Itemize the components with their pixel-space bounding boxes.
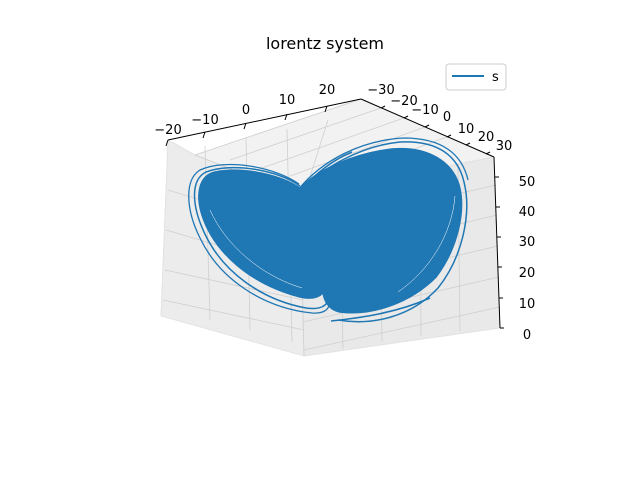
gridline [303, 306, 501, 351]
gridline [164, 269, 304, 301]
series-s [188, 137, 469, 323]
loop-left-outer-1 [193, 166, 329, 310]
tail [330, 297, 431, 322]
z-tick-label: 10 [519, 297, 536, 312]
x-tick-label: 20 [319, 83, 336, 98]
transition-arc [299, 151, 353, 191]
y-tick-label: 0 [443, 110, 451, 125]
x-tick-labels: −20 −10 0 10 20 [154, 83, 335, 138]
tick-mark [284, 113, 288, 121]
y-tick-label: 20 [478, 130, 495, 145]
x-tick-label: 0 [242, 103, 250, 118]
z-tick-label: 0 [523, 328, 531, 343]
y-tick-label: 10 [458, 122, 475, 137]
z-tick-labels: 0 10 20 30 40 50 [519, 175, 536, 343]
z-tick-label: 40 [519, 205, 536, 220]
z-tick-label: 30 [519, 235, 536, 250]
tick-mark [424, 124, 430, 128]
loop-right-outer-2 [297, 137, 469, 191]
chart-title: lorentz system [266, 34, 384, 53]
tick-mark [380, 105, 386, 109]
gridline [162, 299, 305, 331]
tick-marks [165, 105, 504, 329]
z-tick-label: 50 [519, 175, 536, 190]
y-tick-label: −30 [367, 83, 394, 98]
tick-mark [202, 131, 206, 139]
gridline [204, 145, 211, 321]
loop-left-inner [210, 177, 303, 225]
texture-2 [397, 195, 456, 293]
z-tick-label: 20 [519, 266, 536, 281]
tick-mark [465, 142, 471, 146]
gridline [194, 98, 362, 156]
x-axis-line [167, 98, 362, 141]
texture-1 [209, 209, 303, 289]
axis-edges [167, 98, 501, 329]
y-tick-label: −10 [411, 103, 438, 118]
legend: s [445, 63, 507, 91]
tick-mark [243, 122, 247, 130]
loop-left-outer-2 [188, 163, 331, 314]
legend-label: s [492, 70, 499, 85]
tick-mark [403, 115, 409, 119]
z-axis-line [493, 156, 501, 329]
gridline [229, 107, 382, 161]
tick-mark [485, 151, 491, 155]
tick-mark [324, 105, 328, 113]
tick-mark [446, 134, 452, 138]
loop-right-outer-1 [299, 141, 468, 323]
gridline [261, 117, 405, 169]
tick-mark [165, 139, 169, 147]
y-tick-label: −20 [390, 94, 417, 109]
y-axis-line [360, 98, 495, 158]
y-tick-label: 30 [496, 139, 513, 154]
y-tick-labels: −30 −20 −10 0 10 20 30 [367, 83, 512, 154]
gridline [289, 126, 426, 177]
x-tick-label: −20 [154, 123, 181, 138]
x-tick-label: −10 [191, 113, 218, 128]
x-tick-label: 10 [279, 93, 296, 108]
